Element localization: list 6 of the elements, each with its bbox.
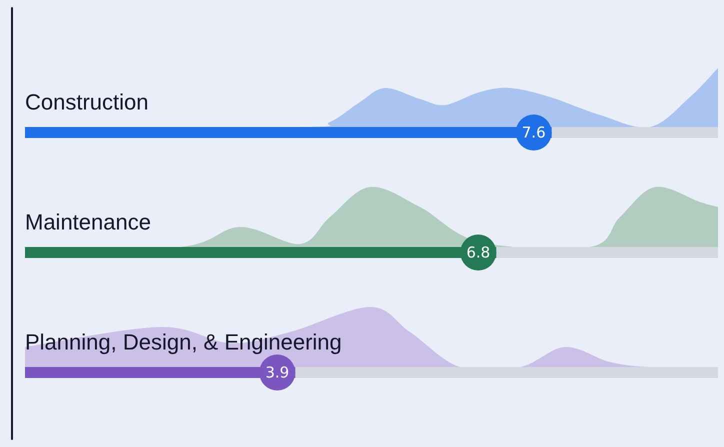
y-tick-label: Construction bbox=[25, 90, 149, 114]
y-tick-label: Maintenance bbox=[25, 210, 151, 234]
y-tick-label: Planning, Design, & Engineering bbox=[25, 330, 342, 354]
data-label: 3.9 bbox=[265, 364, 290, 382]
data-label: 6.8 bbox=[466, 244, 490, 262]
data-label: 7.6 bbox=[522, 124, 546, 142]
